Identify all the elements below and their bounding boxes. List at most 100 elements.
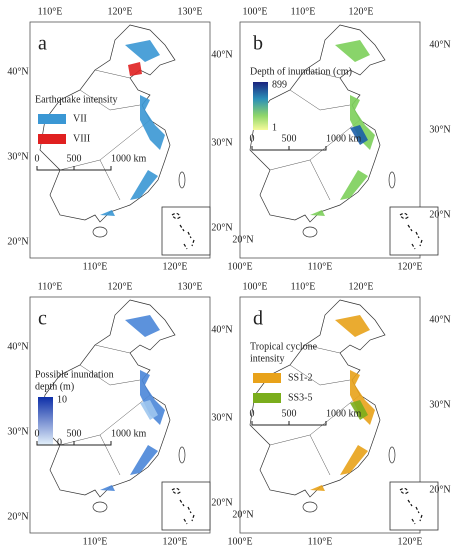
map-frame [29,296,211,534]
top-tick-label: 120°E [348,6,373,17]
panel: d 100°E 110°E 120°E 20°N 40°N 30°N 20°N 100°E 110… [227,281,450,547]
top-tick-label: 110°E [38,281,63,292]
scale-label: 500 [282,133,297,144]
taiwan [178,171,186,189]
panel: a 110°E 120°E 130°E 40°N 30°N 20°N 40°N 30°N 20°N… [7,6,232,272]
bottom-tick-label: 120°E [162,261,187,272]
right-tick-label: 40°N [429,39,450,50]
scale-label: 1000 km [326,133,362,144]
legend-label: SS3-5 [288,392,312,403]
top-tick-label: 110°E [291,281,316,292]
hainan [302,501,318,513]
legend-label: VIII [73,133,90,144]
taiwan [388,171,396,189]
top-tick-label: 110°E [38,6,63,17]
gradient-label: 10 [57,394,67,405]
right-tick-label: 20°N [211,222,232,233]
hainan [92,501,108,513]
bottom-tick-label: 120°E [162,536,187,547]
left-tick-label: 20°N [7,236,28,247]
scale-label: 0 [35,153,40,164]
gradient-label: 899 [272,79,287,90]
map [39,24,186,238]
hazard-area [350,400,368,420]
scale-label: 500 [282,408,297,419]
bottom-tick-label: 120°E [397,536,422,547]
hazard-area [128,62,142,76]
hazard-area [350,125,368,145]
legend-title: Earthquake intensity [35,94,117,105]
scale-label: 1000 km [326,408,362,419]
right-tick-label: 30°N [429,124,450,135]
map-frame [239,296,421,534]
inset-islands [399,487,423,525]
hazard-area [140,400,158,420]
legend-swatch [253,393,281,403]
right-tick-label: 20°N [429,209,450,220]
panel-letter: d [253,308,263,330]
right-tick-label: 30°N [429,399,450,410]
hazard-area [100,315,165,491]
legend-title: Tropical cyclone [250,341,318,352]
province-lines [269,69,361,201]
country-outline [39,299,176,498]
right-tick-label: 30°N [211,412,232,423]
scale-label: 1000 km [111,153,147,164]
legend-swatch [38,134,66,144]
scale-bar [36,166,112,171]
legend-gradient [253,82,268,130]
legend-title: Possible inundation [35,369,114,380]
bottom-tick-label: 100°E [227,261,252,272]
inset-box [161,481,211,531]
top-tick-label: 130°E [177,6,202,17]
inset-islands [171,487,195,525]
inset-box [389,481,439,531]
top-tick-label: 130°E [177,281,202,292]
right-tick-label: 40°N [211,49,232,60]
map-frame [29,21,211,259]
inset-islands [399,212,423,250]
scale-label: 0 [35,428,40,439]
left-tick-label: 40°N [7,66,28,77]
left-tick-label: 30°N [7,151,28,162]
legend-title: intensity [250,353,284,364]
scale-bar [251,146,327,151]
left-tick-label: 20°N [232,509,253,520]
top-tick-label: 120°E [107,6,132,17]
top-tick-label: 120°E [348,281,373,292]
panel-letter: b [253,33,263,55]
top-tick-label: 120°E [107,281,132,292]
province-lines [59,344,151,476]
top-tick-label: 100°E [242,6,267,17]
country-outline [39,24,176,223]
bottom-tick-label: 110°E [308,261,333,272]
legend-title: Depth of inundation (cm) [250,66,352,77]
right-tick-label: 20°N [429,484,450,495]
legend-label: SS1-2 [288,372,312,383]
inset-box [161,206,211,256]
hainan [92,226,108,238]
hazard-area [310,315,375,491]
map-frame [239,21,421,259]
right-tick-label: 40°N [211,324,232,335]
top-tick-label: 110°E [291,6,316,17]
legend-title: depth (m) [35,381,74,392]
province-lines [59,69,151,201]
scale-label: 500 [67,428,82,439]
gradient-label: 1 [272,122,277,133]
inset-islands [171,212,195,250]
bottom-tick-label: 110°E [308,536,333,547]
left-tick-label: 40°N [7,341,28,352]
bottom-tick-label: 110°E [83,536,108,547]
legend-gradient [38,397,53,445]
taiwan [388,446,396,464]
left-tick-label: 20°N [7,511,28,522]
map [39,299,186,513]
taiwan [178,446,186,464]
top-tick-label: 100°E [242,281,267,292]
hazard-area [310,40,375,216]
panel: c 110°E 120°E 130°E 40°N 30°N 20°N 40°N 30°N 20°N… [7,281,232,547]
panel-letter: c [38,308,47,330]
scale-bar [36,441,112,446]
